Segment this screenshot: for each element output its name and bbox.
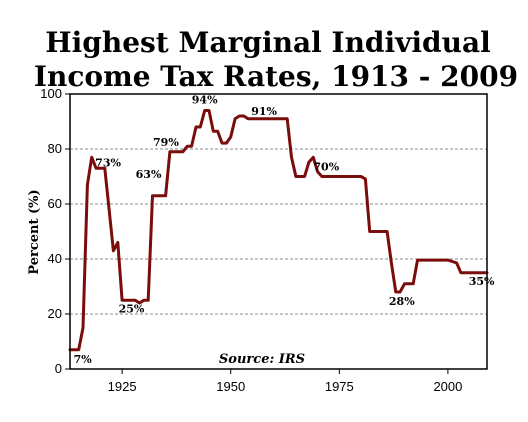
annotation-label: 35% [469, 275, 495, 288]
annotation-label: 70% [313, 161, 339, 174]
annotation-label: 79% [153, 136, 179, 149]
annotation-label: 28% [389, 295, 415, 308]
axis-ticks: 0 20 40 60 80 100 1925 1950 1975 2000 [40, 86, 462, 394]
x-tick-label: 2000 [433, 379, 462, 394]
annotation-label: 94% [192, 94, 218, 107]
annotation-label: 25% [119, 302, 145, 315]
x-tick-label: 1950 [216, 379, 245, 394]
source-note: Source: IRS [219, 352, 305, 367]
series [68, 109, 489, 352]
y-tick-label: 100 [40, 86, 62, 101]
chart-title-line-1: Highest Marginal Individual [45, 26, 491, 59]
y-tick-label: 0 [55, 361, 62, 376]
plot-frame [69, 93, 488, 370]
y-tick-label: 60 [48, 196, 62, 211]
chart-title-line-2: Income Tax Rates, 1913 - 2009 [34, 60, 518, 93]
y-tick-label: 40 [48, 251, 62, 266]
series-line [68, 109, 489, 352]
annotations: 7% 73% 25% 63% 79% 94% 91% 70% 28% 35% [74, 94, 495, 366]
annotation-label: 91% [251, 105, 277, 118]
grid [70, 148, 487, 315]
y-tick-label: 80 [48, 141, 62, 156]
x-tick-label: 1925 [108, 379, 137, 394]
annotation-label: 63% [136, 168, 162, 181]
annotation-label: 7% [74, 353, 93, 366]
annotation-label: 73% [95, 156, 121, 169]
y-tick-label: 20 [48, 306, 62, 321]
x-tick-label: 1975 [325, 379, 354, 394]
y-axis-label: Percent (%) [27, 189, 42, 274]
